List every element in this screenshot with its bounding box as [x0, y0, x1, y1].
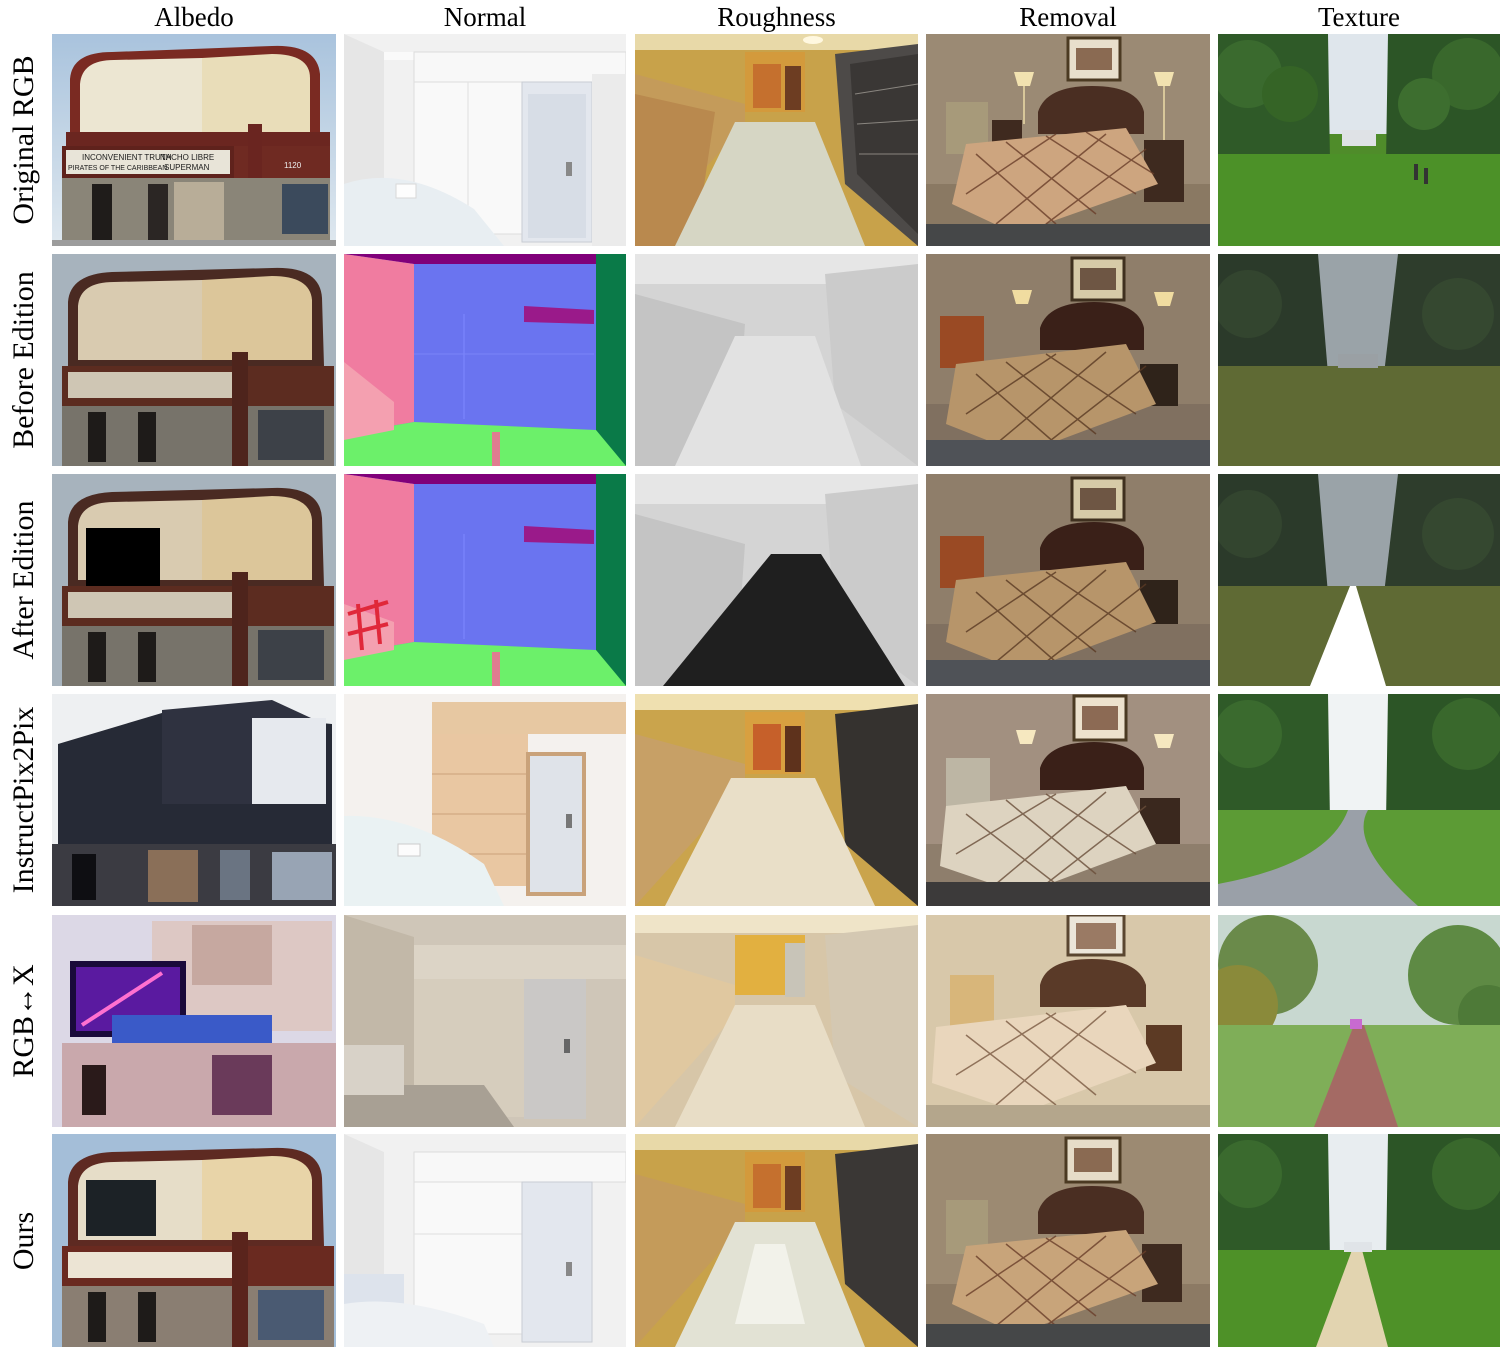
image-ip2p-normal	[344, 694, 626, 906]
column-header-removal: Removal	[1019, 2, 1117, 32]
row-label-instructpix2pix: InstructPix2Pix	[7, 706, 40, 894]
image-ip2p-albedo	[52, 694, 336, 906]
image-rgbx-albedo	[52, 915, 336, 1127]
image-after-albedo	[52, 474, 336, 686]
image-before-albedo	[52, 254, 336, 466]
svg-text:INCONVENIENT TRUTH: INCONVENIENT TRUTH	[82, 153, 172, 162]
svg-text:SUPERMAN: SUPERMAN	[164, 163, 210, 172]
image-ours-removal	[926, 1134, 1210, 1347]
row-label-before-edition: Before Edition	[7, 271, 40, 449]
image-after-roughness	[635, 474, 918, 686]
image-ip2p-removal	[926, 694, 1210, 906]
image-rgbx-removal	[926, 915, 1210, 1127]
image-after-texture	[1218, 474, 1500, 686]
column-header-normal: Normal	[443, 2, 527, 32]
svg-text:1120: 1120	[284, 161, 302, 170]
image-after-removal	[926, 474, 1210, 686]
image-before-normal	[344, 254, 626, 466]
image-before-roughness	[635, 254, 918, 466]
column-header-texture: Texture	[1317, 2, 1401, 32]
svg-text:PIRATES OF THE CARIBBEAN: PIRATES OF THE CARIBBEAN	[68, 165, 167, 172]
svg-text:NACHO LIBRE: NACHO LIBRE	[160, 153, 214, 162]
image-before-removal	[926, 254, 1210, 466]
row-label-rgb-x: RGB↔X	[7, 964, 40, 1078]
image-before-texture	[1218, 254, 1500, 466]
row-label-original-rgb: Original RGB	[7, 55, 40, 225]
image-original-roughness	[635, 34, 918, 246]
column-header-roughness: Roughness	[717, 2, 836, 32]
column-header-albedo: Albedo	[154, 2, 234, 32]
image-original-texture	[1218, 34, 1500, 246]
image-ip2p-texture	[1218, 694, 1500, 906]
image-original-normal	[344, 34, 626, 246]
image-rgbx-normal	[344, 915, 626, 1127]
image-ours-normal	[344, 1134, 626, 1347]
image-original-albedo: INCONVENIENT TRUTH NACHO LIBRE PIRATES O…	[52, 34, 336, 246]
row-label-ours: Ours	[7, 1211, 40, 1270]
image-ours-roughness	[635, 1134, 918, 1347]
image-after-normal	[344, 474, 626, 686]
image-ours-texture	[1218, 1134, 1500, 1347]
row-label-after-edition: After Edition	[7, 500, 40, 660]
image-ours-albedo	[52, 1134, 336, 1347]
image-ip2p-roughness	[635, 694, 918, 906]
image-original-removal	[926, 34, 1210, 246]
image-rgbx-texture	[1218, 915, 1500, 1127]
image-rgbx-roughness	[635, 915, 918, 1127]
